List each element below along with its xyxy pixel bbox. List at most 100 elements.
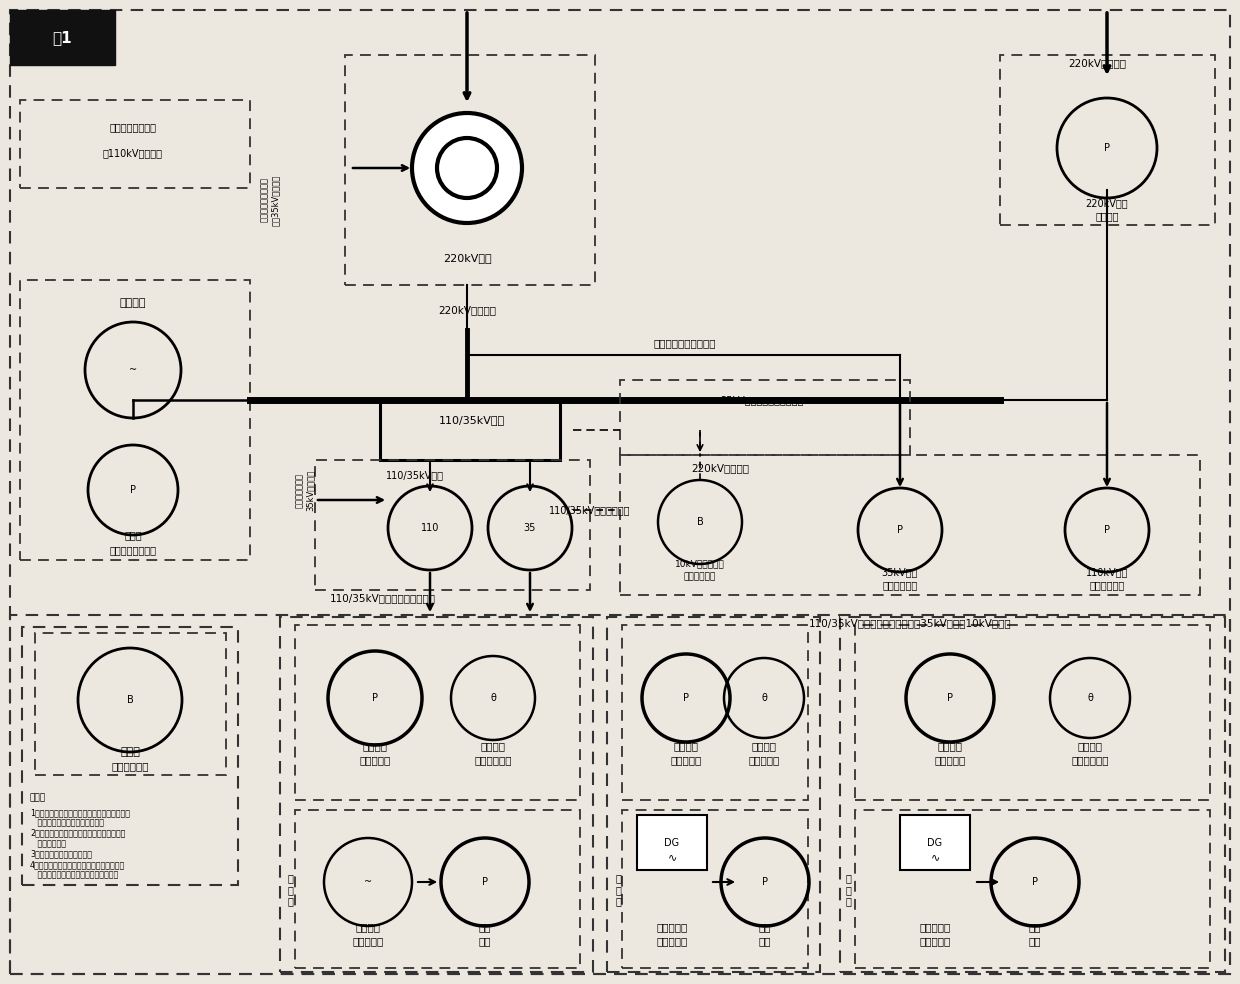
Bar: [280, 617, 593, 972]
Text: 厂用电: 厂用电: [124, 530, 141, 540]
Text: 网购负荷: 网购负荷: [362, 741, 387, 751]
Text: DG: DG: [928, 838, 942, 848]
Bar: [839, 617, 1225, 972]
Bar: [379, 400, 560, 460]
Text: 图1: 图1: [52, 31, 72, 45]
Text: 分
备
用: 分 备 用: [846, 874, 851, 906]
Text: 负荷: 负荷: [759, 936, 771, 946]
Text: B: B: [697, 517, 703, 527]
Text: P: P: [897, 525, 903, 535]
Text: P: P: [372, 693, 378, 703]
Text: ~: ~: [129, 365, 138, 375]
Text: 负荷: 负荷: [479, 936, 491, 946]
Text: 220kV直供负荷: 220kV直供负荷: [1068, 58, 1126, 68]
Text: （区内所有电厂）: （区内所有电厂）: [109, 545, 156, 555]
Ellipse shape: [436, 138, 497, 198]
Text: （全备用）: （全备用）: [360, 755, 391, 765]
Bar: [622, 625, 808, 800]
Text: P: P: [763, 877, 768, 887]
Text: θ: θ: [761, 693, 766, 703]
Text: 厂用电: 厂用电: [120, 747, 140, 757]
Text: P: P: [1104, 525, 1110, 535]
Text: 110/35kV电网: 110/35kV电网: [439, 415, 505, 425]
Bar: [20, 280, 250, 560]
Text: （专变）: （专变）: [1095, 211, 1118, 221]
Bar: [295, 625, 580, 800]
Bar: [20, 100, 250, 188]
Text: 35kV专变: 35kV专变: [882, 567, 918, 577]
Text: （不上网）: （不上网）: [352, 936, 383, 946]
Text: （电厂上网平均出力
以及35kV及以下）: （电厂上网平均出力 以及35kV及以下）: [260, 174, 280, 225]
Bar: [345, 55, 595, 285]
Bar: [35, 633, 226, 775]
Text: 常规负荷: 常规负荷: [673, 741, 698, 751]
Text: θ: θ: [1087, 693, 1092, 703]
Text: （全备用）: （全备用）: [671, 755, 702, 765]
Text: 自供负荷: 自供负荷: [481, 741, 506, 751]
Text: 10kV反备用厂用: 10kV反备用厂用: [675, 560, 725, 569]
Text: 可控负荷: 可控负荷: [1078, 741, 1102, 751]
Text: 可控负荷: 可控负荷: [751, 741, 776, 751]
Text: 可控: 可控: [759, 922, 771, 932]
Text: DG: DG: [665, 838, 680, 848]
Bar: [620, 380, 910, 455]
Text: ∿: ∿: [930, 852, 940, 862]
Text: 可控: 可控: [1029, 922, 1042, 932]
Text: （主网直降）: （主网直降）: [883, 580, 918, 590]
Bar: [10, 10, 115, 65]
Text: 110/35kV电网: 110/35kV电网: [386, 470, 444, 480]
Text: 分布式电源: 分布式电源: [656, 922, 688, 932]
Text: 1、大用户（含热电厂、企业电网）备用容量需
   求按此次采购量（采购备用）；
2、分布式光伏（微电源）不可控，不参与上
   网电力平衡；
3、对所需负荷进行: 1、大用户（含热电厂、企业电网）备用容量需 求按此次采购量（采购备用）； 2、分…: [30, 808, 130, 880]
Bar: [900, 815, 970, 870]
Bar: [608, 617, 820, 972]
Text: （零备用）: （零备用）: [749, 755, 780, 765]
Text: 备
电
源: 备 电 源: [615, 874, 621, 906]
Text: （采购备用）: （采购备用）: [112, 761, 149, 771]
Text: 分布式电源: 分布式电源: [919, 922, 951, 932]
Text: 35: 35: [523, 523, 536, 533]
Text: P: P: [130, 485, 136, 495]
Text: P: P: [683, 693, 689, 703]
Text: P: P: [947, 693, 954, 703]
Text: 220kV网供负荷: 220kV网供负荷: [438, 305, 496, 315]
Text: θ: θ: [490, 693, 496, 703]
Bar: [856, 810, 1210, 968]
Ellipse shape: [412, 113, 522, 223]
Bar: [10, 615, 1230, 974]
Text: 110/35kV网时备用容量: 110/35kV网时备用容量: [549, 505, 631, 515]
Text: 全
备
用: 全 备 用: [288, 874, 293, 906]
Text: ~: ~: [363, 877, 372, 887]
Text: 220kV电网: 220kV电网: [443, 253, 491, 263]
Text: （采购备用）: （采购备用）: [684, 573, 717, 582]
Bar: [856, 625, 1210, 800]
Text: 主网直供负荷（专变）: 主网直供负荷（专变）: [653, 338, 717, 348]
Text: 特殊负荷: 特殊负荷: [937, 741, 962, 751]
Bar: [620, 455, 1200, 595]
Bar: [22, 627, 238, 885]
Bar: [295, 810, 580, 968]
Text: 35kV备用线路（采购备用）: 35kV备用线路（采购备用）: [720, 395, 804, 405]
Text: P: P: [482, 877, 489, 887]
Text: ∿: ∿: [667, 852, 677, 862]
Text: 220kV用户: 220kV用户: [1086, 198, 1128, 208]
Text: B: B: [126, 695, 134, 705]
Bar: [999, 55, 1215, 225]
Text: 自供: 自供: [479, 922, 491, 932]
Text: （全备用）: （全备用）: [935, 755, 966, 765]
Text: 负荷: 负荷: [1029, 936, 1042, 946]
Text: （备电源）: （备电源）: [919, 936, 951, 946]
Text: （电厂上网及以
35kV及以下）: （电厂上网及以 35kV及以下）: [295, 469, 315, 511]
Text: 110kV专变: 110kV专变: [1086, 567, 1128, 577]
Text: 自备电厂: 自备电厂: [356, 922, 381, 932]
Text: （采购备用）: （采购备用）: [474, 755, 512, 765]
Text: （可控备用）: （可控备用）: [1071, 755, 1109, 765]
Text: 地方电厂（上网）: 地方电厂（上网）: [109, 122, 156, 132]
Bar: [637, 815, 707, 870]
Text: 220kV直降负荷: 220kV直降负荷: [691, 463, 749, 473]
Text: 110: 110: [420, 523, 439, 533]
Bar: [622, 810, 808, 968]
Text: P: P: [1104, 143, 1110, 153]
Text: 110/35kV网供负荷（全备用）: 110/35kV网供负荷（全备用）: [330, 593, 436, 603]
Text: 地方电厂: 地方电厂: [120, 298, 146, 308]
Text: （主网直供）: （主网直供）: [1090, 580, 1125, 590]
